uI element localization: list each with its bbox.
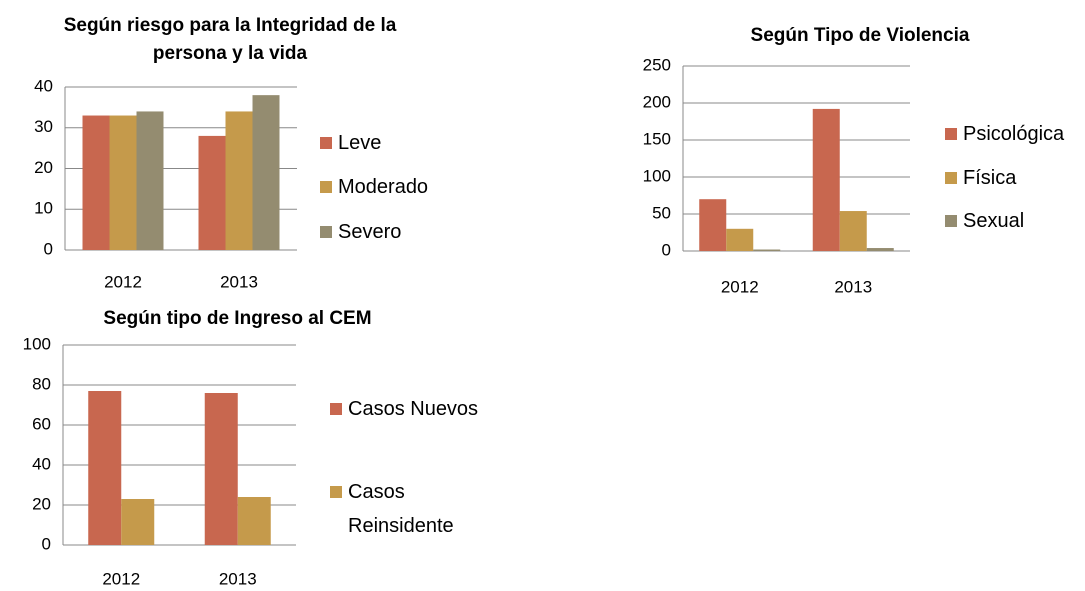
bar (753, 249, 781, 251)
x-tick-label: 2013 (220, 272, 258, 291)
legend-label: Moderado (338, 176, 429, 198)
legend-box: Casos Nuevos (348, 398, 479, 420)
bar (204, 393, 238, 545)
legend-box: Leve (338, 132, 382, 154)
bar (109, 115, 137, 251)
x-tick-label: 2013 (834, 277, 872, 296)
x-tick-label: 2012 (104, 272, 142, 291)
y-tick-label: 50 (652, 203, 671, 222)
y-tick-label: 0 (44, 239, 53, 258)
y-tick-label: 0 (662, 240, 671, 259)
legend-swatch (330, 486, 342, 498)
y-tick-label: 40 (32, 454, 51, 473)
legend-label: Casos Reinsidente (348, 481, 454, 537)
legend-box: Sexual (963, 210, 1025, 232)
y-tick-label: 250 (643, 55, 671, 74)
y-tick-label: 150 (643, 129, 671, 148)
y-tick-label: 0 (42, 534, 51, 553)
y-tick-label: 80 (32, 374, 51, 393)
legend-label: Casos Nuevos (348, 398, 479, 420)
x-tick-label: 2013 (219, 569, 257, 588)
legend-box: Física (963, 167, 1017, 189)
chart-title: Según riesgo para la Integridad de la pe… (63, 15, 397, 64)
bar (726, 228, 754, 251)
legend-label: Física (963, 167, 1017, 189)
y-tick-label: 20 (32, 494, 51, 513)
y-tick-label: 200 (643, 92, 671, 111)
y-tick-label: 60 (32, 414, 51, 433)
bar (88, 391, 122, 545)
x-tick-label: 2012 (721, 277, 759, 296)
bar (82, 115, 110, 251)
y-tick-label: 20 (34, 158, 53, 177)
chart-title: Según tipo de Ingreso al CEM (103, 308, 372, 329)
legend-box: Casos Reinsidente (348, 481, 454, 537)
y-tick-label: 40 (34, 76, 53, 95)
bar (252, 95, 280, 251)
y-tick-label: 30 (34, 117, 53, 136)
legend-label: Severo (338, 221, 402, 243)
y-tick-label: 100 (23, 334, 51, 353)
bar (812, 108, 840, 251)
chart-title-box: Según Tipo de Violencia (750, 25, 970, 46)
legend-swatch (945, 215, 957, 227)
chart-title-box: Según tipo de Ingreso al CEM (103, 308, 372, 329)
legend-swatch (945, 128, 957, 140)
bar (198, 135, 226, 250)
legend-swatch (320, 137, 332, 149)
legend-box: Moderado (338, 176, 429, 198)
legend-swatch (320, 181, 332, 193)
legend-box: Severo (338, 221, 402, 243)
bar (136, 111, 164, 250)
bar (839, 211, 867, 251)
bar (866, 248, 894, 251)
bar (225, 111, 253, 250)
legend-box: Psicológica (963, 123, 1065, 145)
legend-label: Psicológica (963, 123, 1065, 145)
legend-swatch (945, 172, 957, 184)
chart-title: Según Tipo de Violencia (750, 25, 970, 46)
x-tick-label: 2012 (102, 569, 140, 588)
bar (121, 499, 155, 545)
y-tick-label: 100 (643, 166, 671, 185)
legend-swatch (330, 403, 342, 415)
y-tick-label: 10 (34, 199, 53, 218)
legend-label: Leve (338, 132, 382, 154)
bar (237, 497, 271, 545)
legend-label: Sexual (963, 210, 1025, 232)
bar (699, 199, 727, 251)
chart-title-box: Según riesgo para la Integridad de la pe… (63, 15, 397, 64)
legend-swatch (320, 226, 332, 238)
